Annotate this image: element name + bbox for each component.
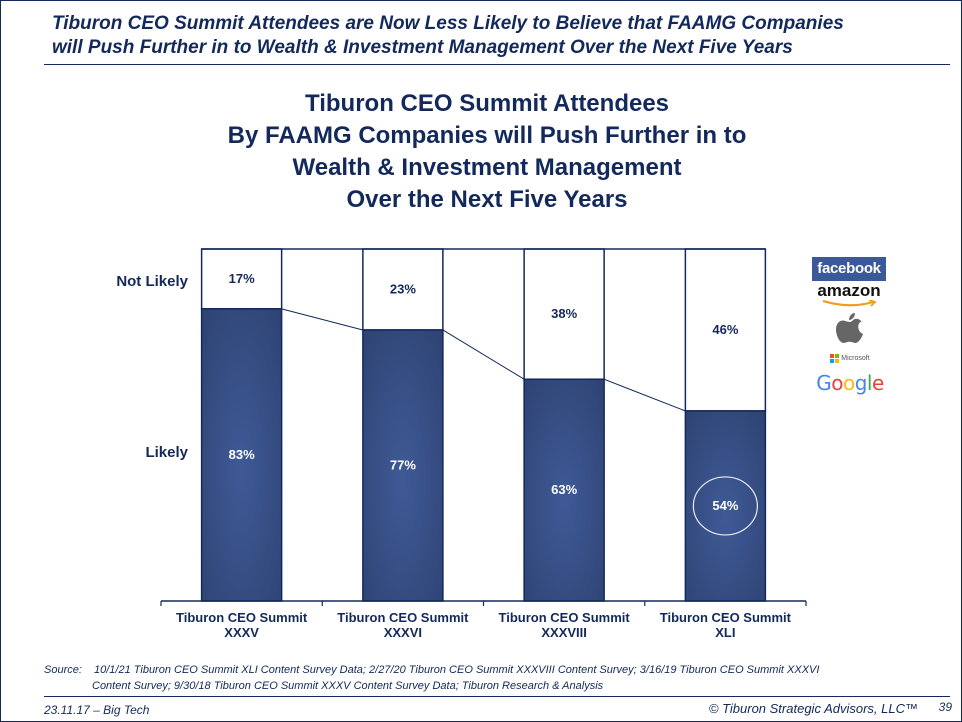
chart-title: Tiburon CEO Summit Attendees By FAAMG Co…	[160, 88, 814, 216]
google-letter: l	[866, 371, 873, 395]
source-label: Source:	[44, 664, 82, 676]
bar-segment-likely	[362, 329, 444, 602]
bar-segment-not-likely	[523, 248, 605, 380]
bar-segment-not-likely	[362, 248, 444, 331]
slide-title-line-1: Tiburon CEO Summit Attendees are Now Les…	[52, 13, 844, 34]
bar-segment-not-likely	[200, 248, 283, 310]
source-line-1: 10/1/21 Tiburon CEO Summit XLI Content S…	[94, 664, 820, 676]
bar-segment-likely	[523, 378, 605, 602]
google-letter: o	[831, 371, 843, 395]
google-letter: g	[854, 371, 868, 395]
microsoft-wordmark: Microsoft	[841, 355, 870, 362]
microsoft-logo: Microsoft	[812, 354, 888, 363]
x-tick-label: Tiburon CEO Summit	[337, 610, 469, 625]
row-label-likely: Likely	[145, 444, 188, 461]
data-label-likely: 83%	[229, 447, 255, 462]
google-letter: e	[871, 371, 884, 395]
bar-segment-likely	[200, 308, 283, 602]
data-label-likely: 54%	[712, 498, 738, 513]
data-label-not-likely: 46%	[712, 322, 738, 337]
google-letter: G	[816, 371, 832, 395]
apple-icon	[836, 313, 863, 343]
row-label-not-likely: Not Likely	[116, 273, 188, 290]
x-tick-label: Tiburon CEO Summit	[176, 610, 308, 625]
chart-title-line-2: By FAAMG Companies will Push Further in …	[227, 122, 747, 149]
data-label-not-likely: 17%	[229, 271, 255, 286]
microsoft-grid-icon	[830, 354, 840, 363]
series-line-likely	[603, 378, 686, 412]
footer-date-topic: 23.11.17 – Big Tech	[44, 703, 150, 717]
data-label-not-likely: 23%	[390, 281, 416, 296]
page-number: 39	[938, 700, 952, 714]
slide-title: Tiburon CEO Summit Attendees are Now Les…	[52, 12, 932, 60]
x-tick-label-sub: XXXVI	[384, 625, 422, 640]
apple-logo	[812, 311, 888, 350]
faamg-logos: facebook amazon Microsoft Google	[812, 257, 888, 395]
series-line-likely	[442, 329, 525, 380]
footer-divider	[44, 696, 950, 697]
chart-title-line-4: Over the Next Five Years	[346, 186, 628, 213]
series-line-likely	[281, 308, 364, 331]
slide-title-line-2: will Push Further in to Wealth & Investm…	[52, 37, 793, 58]
chart-title-line-3: Wealth & Investment Management	[292, 154, 682, 181]
facebook-logo: facebook	[812, 257, 886, 281]
source-note: Source: 10/1/21 Tiburon CEO Summit XLI Co…	[44, 662, 914, 694]
data-label-not-likely: 38%	[551, 306, 577, 321]
footer-copyright: © Tiburon Strategic Advisors, LLC™	[708, 701, 918, 716]
x-tick-label-sub: XLI	[715, 625, 735, 640]
data-label-likely: 77%	[390, 457, 416, 472]
x-tick-label-sub: XXXVIII	[541, 625, 587, 640]
chart-title-line-1: Tiburon CEO Summit Attendees	[304, 90, 670, 117]
google-letter: o	[842, 371, 855, 395]
highlight-circle	[692, 476, 758, 536]
amazon-smile-icon	[822, 300, 877, 307]
source-line-2: Content Survey; 9/30/18 Tiburon CEO Summ…	[92, 680, 604, 692]
x-tick-label: Tiburon CEO Summit	[660, 610, 792, 625]
x-tick-label: Tiburon CEO Summit	[499, 610, 631, 625]
data-label-likely: 63%	[551, 482, 577, 497]
x-tick-label-sub: XXXV	[224, 625, 259, 640]
title-divider	[44, 64, 950, 65]
bar-segment-likely	[684, 410, 767, 602]
google-logo: Google	[812, 371, 888, 395]
amazon-logo: amazon	[812, 282, 886, 307]
amazon-wordmark: amazon	[817, 281, 881, 300]
